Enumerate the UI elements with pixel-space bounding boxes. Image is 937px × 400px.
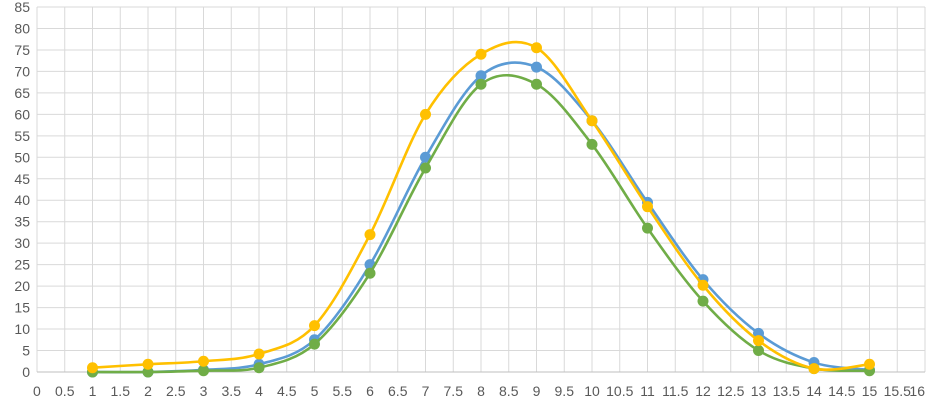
data-point xyxy=(586,115,598,127)
y-tick-label: 20 xyxy=(14,278,30,294)
x-tick-label: 2.5 xyxy=(166,383,186,399)
data-point xyxy=(864,358,875,370)
x-tick-label: 2 xyxy=(144,383,152,399)
y-tick-label: 55 xyxy=(14,128,30,144)
data-point xyxy=(808,363,820,375)
data-point xyxy=(309,338,320,350)
y-tick-label: 50 xyxy=(14,149,30,165)
grid xyxy=(36,6,926,372)
data-point xyxy=(142,366,154,378)
x-tick-label: 12.5 xyxy=(717,383,744,399)
x-tick-label: 13.5 xyxy=(773,383,800,399)
x-tick-label: 8.5 xyxy=(499,383,519,399)
x-tick-label: 9.5 xyxy=(555,383,575,399)
data-point xyxy=(642,222,653,234)
data-point xyxy=(753,335,764,347)
y-tick-label: 35 xyxy=(14,214,30,230)
x-tick-label: 4 xyxy=(255,383,263,399)
x-tick-label: 1.5 xyxy=(111,383,131,399)
y-tick-label: 75 xyxy=(14,42,30,58)
x-tick-label: 3 xyxy=(200,383,208,399)
data-point xyxy=(420,162,431,174)
data-point xyxy=(87,362,98,374)
x-tick-label: 16 xyxy=(909,383,925,399)
x-tick-label: 15 xyxy=(862,383,878,399)
x-tick-label: 4.5 xyxy=(277,383,297,399)
x-tick-label: 5 xyxy=(311,383,319,399)
y-tick-label: 15 xyxy=(14,300,30,316)
x-tick-label: 7 xyxy=(422,383,430,399)
data-point xyxy=(198,365,209,377)
x-tick-label: 13 xyxy=(751,383,767,399)
x-tick-label: 14 xyxy=(806,383,822,399)
y-tick-label: 30 xyxy=(14,235,30,251)
y-tick-label: 40 xyxy=(14,192,30,208)
x-tick-label: 10 xyxy=(584,383,600,399)
x-tick-label: 1 xyxy=(89,383,97,399)
series-green xyxy=(87,74,875,378)
y-tick-label: 65 xyxy=(14,85,30,101)
x-tick-label: 15.5 xyxy=(884,383,911,399)
y-tick-label: 0 xyxy=(22,364,30,380)
data-point xyxy=(253,348,265,360)
x-tick-label: 6 xyxy=(366,383,374,399)
x-tick-label: 12 xyxy=(695,383,711,399)
data-point xyxy=(309,320,320,332)
data-point xyxy=(531,42,542,54)
data-point xyxy=(364,229,376,241)
data-point xyxy=(697,295,709,307)
x-tick-label: 11.5 xyxy=(662,383,688,399)
data-point xyxy=(531,78,542,90)
x-tick-label: 3.5 xyxy=(222,383,242,399)
x-tick-label: 0 xyxy=(33,383,41,399)
data-point xyxy=(642,201,653,213)
data-point xyxy=(420,108,431,120)
x-tick-label: 0.5 xyxy=(55,383,75,399)
data-point xyxy=(142,358,154,370)
y-tick-label: 10 xyxy=(14,321,30,337)
data-point xyxy=(364,267,376,279)
y-tick-label: 70 xyxy=(14,63,30,79)
data-point xyxy=(697,279,709,291)
x-tick-label: 5.5 xyxy=(333,383,353,399)
data-point xyxy=(198,355,209,367)
y-tick-labels: 0 5 10 15 20 25 30 35 40 45 50 55 60 65 70 75 80 85 xyxy=(14,0,30,380)
y-tick-label: 85 xyxy=(14,0,30,15)
y-tick-label: 45 xyxy=(14,171,30,187)
data-point xyxy=(753,345,764,357)
y-tick-label: 5 xyxy=(22,343,30,359)
x-tick-label: 8 xyxy=(477,383,485,399)
y-tick-label: 60 xyxy=(14,106,30,122)
x-tick-label: 11 xyxy=(640,383,655,399)
x-tick-label: 9 xyxy=(533,383,541,399)
data-point xyxy=(531,61,542,73)
x-tick-label: 7.5 xyxy=(444,383,464,399)
y-tick-label: 25 xyxy=(14,257,30,273)
x-tick-label: 10.5 xyxy=(606,383,633,399)
data-point xyxy=(475,78,487,90)
data-point xyxy=(475,48,487,60)
series xyxy=(87,40,875,378)
x-tick-label: 6.5 xyxy=(388,383,408,399)
data-point xyxy=(475,70,487,82)
x-tick-labels: 0 0.5 1 1.5 2 2.5 3 3.5 4 4.5 5 5.5 6 6.5 7 7.5 8 8.5 9 9.5… xyxy=(33,383,925,399)
y-tick-label: 80 xyxy=(14,20,30,36)
data-point xyxy=(586,138,598,150)
x-tick-label: 14.5 xyxy=(828,383,855,399)
data-point xyxy=(420,151,431,163)
series-yellow xyxy=(87,40,875,375)
data-point xyxy=(253,362,265,374)
